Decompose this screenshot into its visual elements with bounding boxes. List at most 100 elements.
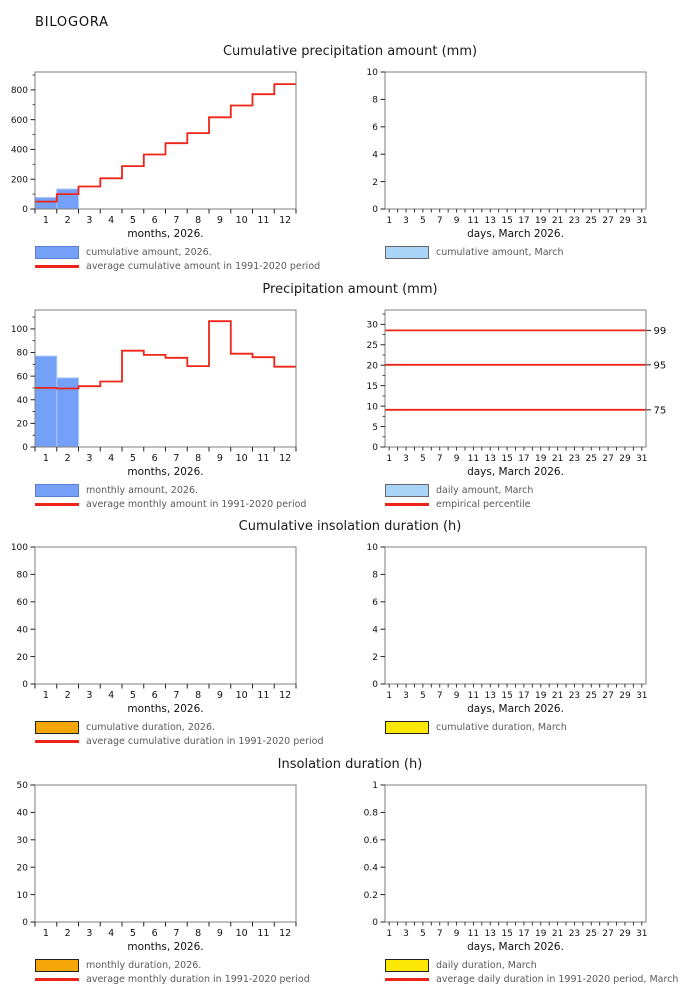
svg-text:11: 11	[468, 216, 479, 226]
blue-bar-swatch-icon	[35, 483, 79, 497]
svg-text:6: 6	[152, 215, 158, 226]
svg-text:17: 17	[518, 216, 529, 226]
legend: monthly amount, 2026. average monthly am…	[35, 483, 350, 511]
orange-bar-swatch-icon	[35, 720, 79, 734]
svg-text:11: 11	[468, 454, 479, 464]
svg-text:1: 1	[43, 928, 49, 939]
legend: cumulative amount, 2026. average cumulat…	[35, 245, 350, 273]
svg-text:17: 17	[518, 929, 529, 939]
svg-text:99: 99	[654, 326, 667, 337]
x-axis-label: days, March 2026.	[467, 466, 564, 478]
svg-text:60: 60	[17, 372, 29, 382]
svg-text:95: 95	[654, 360, 667, 371]
svg-text:11: 11	[257, 690, 269, 701]
svg-text:29: 29	[619, 454, 631, 464]
svg-text:5: 5	[372, 423, 378, 433]
svg-text:15: 15	[501, 454, 512, 464]
svg-text:1: 1	[43, 215, 49, 226]
svg-text:11: 11	[257, 453, 269, 464]
legend-entry: monthly amount, 2026.	[35, 483, 350, 497]
svg-text:5: 5	[130, 453, 136, 464]
red-line-swatch-icon	[35, 502, 79, 506]
svg-text:200: 200	[11, 175, 28, 185]
svg-text:80: 80	[17, 349, 29, 359]
legend-label: monthly duration, 2026.	[86, 959, 202, 971]
svg-text:11: 11	[257, 928, 269, 939]
svg-text:0: 0	[372, 205, 378, 215]
legend-entry: average monthly duration in 1991-2020 pe…	[35, 972, 350, 986]
svg-text:20: 20	[367, 361, 379, 371]
svg-text:1: 1	[386, 929, 392, 939]
svg-text:6: 6	[372, 123, 378, 133]
svg-text:5: 5	[420, 454, 426, 464]
svg-text:5: 5	[130, 690, 136, 701]
x-axis-label: days, March 2026.	[467, 703, 564, 715]
blue-bar-swatch-icon	[35, 245, 79, 259]
svg-text:5: 5	[130, 215, 136, 226]
svg-text:0: 0	[22, 205, 28, 215]
svg-text:15: 15	[501, 691, 512, 701]
svg-text:20: 20	[17, 863, 29, 873]
svg-text:5: 5	[420, 929, 426, 939]
svg-text:50: 50	[17, 781, 29, 791]
x-axis-label: days, March 2026.	[467, 228, 564, 240]
legend: daily duration, March average daily dura…	[385, 958, 700, 986]
precipitation-monthly-chart: 0 20 40 60 80 100 1 2 3 4 5 6 7 8 9 10 11 12 months, 2026…	[0, 302, 350, 511]
svg-text:9: 9	[217, 215, 223, 226]
svg-text:20: 20	[17, 420, 29, 430]
svg-text:3: 3	[86, 453, 92, 464]
section-cumulative-insolation: Cumulative insolation duration (h) 0 20 40…	[0, 519, 700, 748]
legend-label: average monthly duration in 1991-2020 pe…	[86, 973, 310, 985]
svg-text:4: 4	[108, 928, 114, 939]
legend: cumulative duration, March	[385, 720, 700, 734]
legend: daily amount, March empirical percentile	[385, 483, 700, 511]
svg-text:8: 8	[195, 928, 201, 939]
svg-text:1: 1	[386, 454, 392, 464]
orange-bar-swatch-icon	[35, 958, 79, 972]
svg-text:8: 8	[372, 96, 378, 106]
svg-text:21: 21	[552, 454, 563, 464]
svg-text:11: 11	[468, 929, 479, 939]
svg-text:7: 7	[437, 454, 443, 464]
svg-text:1: 1	[43, 453, 49, 464]
svg-text:7: 7	[437, 691, 443, 701]
legend-label: empirical percentile	[436, 498, 531, 510]
cumulative-precipitation-monthly-chart: 0 200 400 600 800 1 2 3 4 5 6 7 8 9 10 11 12 months, 202…	[0, 64, 350, 273]
svg-text:15: 15	[501, 216, 512, 226]
svg-text:1: 1	[386, 216, 392, 226]
svg-text:17: 17	[518, 454, 529, 464]
svg-text:12: 12	[279, 453, 291, 464]
precipitation-daily-percentile-chart: 99 95 75 0 5 10 15 20 25 30 1 3 5 7 9 11 13 15 17 19 21 23 25 2…	[350, 302, 700, 511]
legend-entry: cumulative amount, March	[385, 245, 700, 259]
red-line-swatch-icon	[385, 502, 429, 506]
svg-text:40: 40	[17, 396, 29, 406]
svg-text:29: 29	[619, 691, 631, 701]
legend: monthly duration, 2026. average monthly …	[35, 958, 350, 986]
svg-text:0.6: 0.6	[364, 836, 379, 846]
svg-text:30: 30	[17, 836, 29, 846]
svg-text:4: 4	[108, 690, 114, 701]
svg-text:40: 40	[17, 809, 29, 819]
legend-entry: cumulative amount, 2026.	[35, 245, 350, 259]
legend-label: average daily duration in 1991-2020 peri…	[436, 973, 679, 985]
svg-text:1: 1	[372, 781, 378, 791]
svg-text:7: 7	[437, 216, 443, 226]
svg-text:7: 7	[173, 453, 179, 464]
red-line-swatch-icon	[385, 977, 429, 981]
svg-text:2: 2	[65, 690, 71, 701]
svg-text:2: 2	[372, 178, 378, 188]
legend-entry: monthly duration, 2026.	[35, 958, 350, 972]
svg-text:27: 27	[602, 454, 613, 464]
svg-text:9: 9	[454, 454, 460, 464]
svg-text:4: 4	[108, 453, 114, 464]
svg-text:19: 19	[535, 929, 547, 939]
svg-text:13: 13	[485, 454, 496, 464]
svg-text:25: 25	[586, 929, 597, 939]
svg-text:12: 12	[279, 928, 291, 939]
svg-text:1: 1	[386, 691, 392, 701]
red-line-swatch-icon	[35, 977, 79, 981]
